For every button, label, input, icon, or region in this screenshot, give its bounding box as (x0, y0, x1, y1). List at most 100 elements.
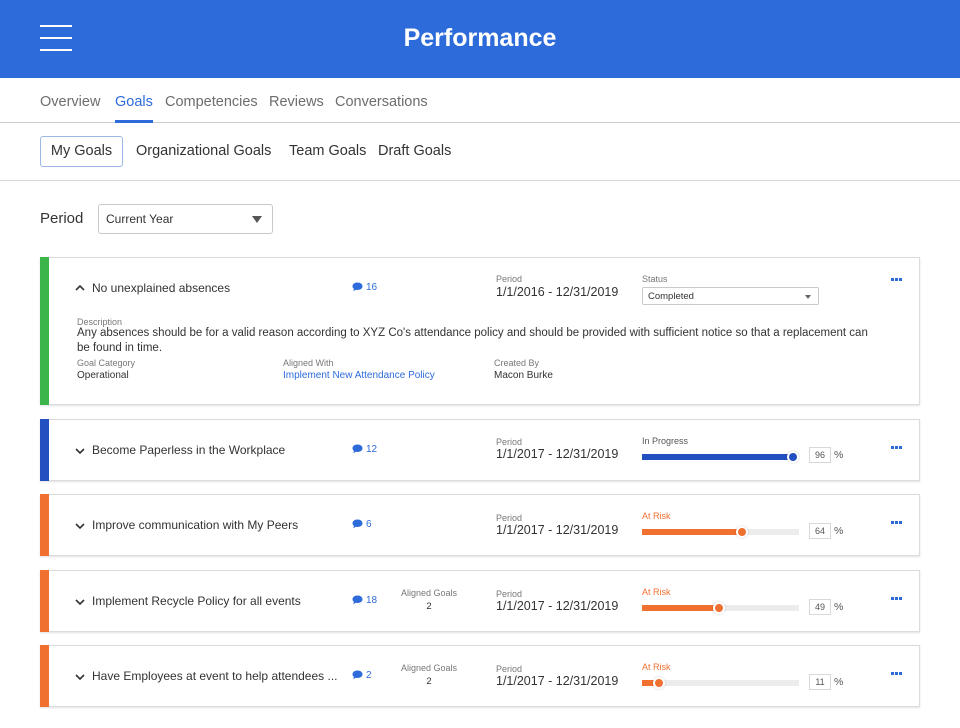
progress-fill (642, 680, 659, 686)
more-options-icon[interactable] (891, 520, 905, 526)
chevron-up-icon[interactable] (75, 283, 85, 293)
progress-slider[interactable] (642, 602, 799, 614)
progress-input[interactable]: 11 (809, 674, 831, 690)
goal-status-bar (40, 570, 49, 632)
app-header: Performance (0, 0, 960, 78)
goal-type-tab-bar: My Goals Organizational Goals Team Goals… (0, 123, 960, 181)
goal-status-bar (40, 494, 49, 556)
subtab-team-goals[interactable]: Team Goals (289, 143, 367, 159)
goal-title[interactable]: Improve communication with My Peers (92, 518, 299, 532)
comments-button[interactable]: 2 (352, 670, 372, 681)
progress-handle[interactable] (653, 677, 665, 689)
subtab-my-goals[interactable]: My Goals (40, 136, 123, 167)
period-label: Period (496, 274, 523, 284)
goal-category-label: Goal Category (77, 358, 136, 368)
goal-title[interactable]: Implement Recycle Policy for all events (92, 594, 301, 608)
period-value: 1/1/2017 - 12/31/2019 (496, 599, 619, 613)
period-label: Period (496, 513, 523, 523)
progress-input[interactable]: 96 (809, 447, 831, 463)
status-label: Status (642, 274, 668, 284)
goal-category-value: Operational (77, 370, 129, 381)
comment-icon (352, 519, 363, 529)
goal-status-bar (40, 257, 49, 405)
progress-fill (642, 454, 793, 460)
more-options-icon[interactable] (891, 277, 905, 283)
period-select-value: Current Year (106, 212, 174, 226)
percent-sign: % (834, 525, 844, 537)
period-value: 1/1/2017 - 12/31/2019 (496, 447, 619, 461)
goal-title[interactable]: No unexplained absences (92, 281, 231, 295)
period-select[interactable]: Current Year (98, 204, 273, 234)
more-options-icon[interactable] (891, 671, 905, 677)
comments-button[interactable]: 18 (352, 595, 377, 606)
description-label: Description (77, 317, 123, 327)
comments-button[interactable]: 16 (352, 282, 377, 293)
aligned-goals-label: Aligned Goals (400, 663, 458, 673)
page-title: Performance (403, 24, 557, 52)
goal-card: Implement Recycle Policy for all events … (40, 570, 920, 632)
chevron-down-icon[interactable] (75, 672, 85, 682)
comments-button[interactable]: 12 (352, 444, 377, 455)
created-by-value: Macon Burke (494, 370, 553, 381)
tab-competencies[interactable]: Competencies (165, 94, 258, 110)
goal-title[interactable]: Have Employees at event to help attendee… (92, 669, 338, 683)
status-text: In Progress (642, 436, 689, 446)
progress-input[interactable]: 64 (809, 523, 831, 539)
tab-reviews[interactable]: Reviews (269, 94, 324, 110)
chevron-down-icon[interactable] (75, 521, 85, 531)
more-options-icon[interactable] (891, 596, 905, 602)
progress-fill (642, 605, 719, 611)
goal-status-bar (40, 419, 49, 481)
tab-overview[interactable]: Overview (40, 94, 101, 110)
period-value: 1/1/2016 - 12/31/2019 (496, 285, 619, 299)
period-filter-label: Period (40, 210, 84, 227)
subtab-organizational-goals[interactable]: Organizational Goals (136, 143, 272, 159)
progress-handle[interactable] (787, 451, 799, 463)
goal-card: Become Paperless in the Workplace 12 Per… (40, 419, 920, 481)
progress-handle[interactable] (736, 526, 748, 538)
aligned-with-link[interactable]: Implement New Attendance Policy (283, 370, 435, 381)
period-label: Period (496, 664, 523, 674)
percent-sign: % (834, 449, 844, 461)
status-select[interactable]: Completed (642, 287, 819, 305)
progress-handle[interactable] (713, 602, 725, 614)
subtab-draft-goals[interactable]: Draft Goals (378, 143, 452, 159)
aligned-goals[interactable]: Aligned Goals 2 (397, 588, 461, 612)
aligned-goals-count: 2 (426, 601, 432, 612)
goal-title[interactable]: Become Paperless in the Workplace (92, 443, 286, 457)
comment-count: 12 (366, 444, 378, 455)
goal-description: Any absences should be for a valid reaso… (77, 327, 868, 354)
percent-sign: % (834, 601, 844, 613)
more-options-icon[interactable] (891, 445, 905, 451)
progress-input[interactable]: 49 (809, 599, 831, 615)
percent-sign: % (834, 676, 844, 688)
aligned-goals-count: 2 (426, 676, 432, 687)
comment-count: 2 (366, 670, 372, 681)
status-text: At Risk (642, 511, 671, 521)
comments-button[interactable]: 6 (352, 519, 372, 530)
period-label: Period (496, 437, 523, 447)
period-value: 1/1/2017 - 12/31/2019 (496, 523, 619, 537)
tab-conversations[interactable]: Conversations (335, 94, 428, 110)
main-tab-bar: Overview Goals Competencies Reviews Conv… (0, 78, 960, 123)
aligned-goals[interactable]: Aligned Goals 2 (397, 663, 461, 687)
tab-goals[interactable]: Goals (115, 94, 153, 123)
progress-slider[interactable] (642, 451, 799, 463)
progress-slider[interactable] (642, 526, 799, 538)
period-label: Period (496, 589, 523, 599)
aligned-with-label: Aligned With (283, 358, 334, 368)
menu-icon[interactable] (40, 25, 72, 51)
status-select-value: Completed (648, 291, 694, 302)
progress-fill (642, 529, 742, 535)
comment-count: 6 (366, 519, 372, 530)
progress-slider[interactable] (642, 677, 799, 689)
chevron-down-icon[interactable] (75, 446, 85, 456)
comment-count: 18 (366, 595, 378, 606)
goal-status-bar (40, 645, 49, 707)
created-by-label: Created By (494, 358, 540, 368)
comment-count: 16 (366, 282, 378, 293)
chevron-down-icon (252, 216, 262, 223)
comment-icon (352, 670, 363, 680)
chevron-down-icon[interactable] (75, 597, 85, 607)
chevron-down-icon (805, 295, 811, 299)
